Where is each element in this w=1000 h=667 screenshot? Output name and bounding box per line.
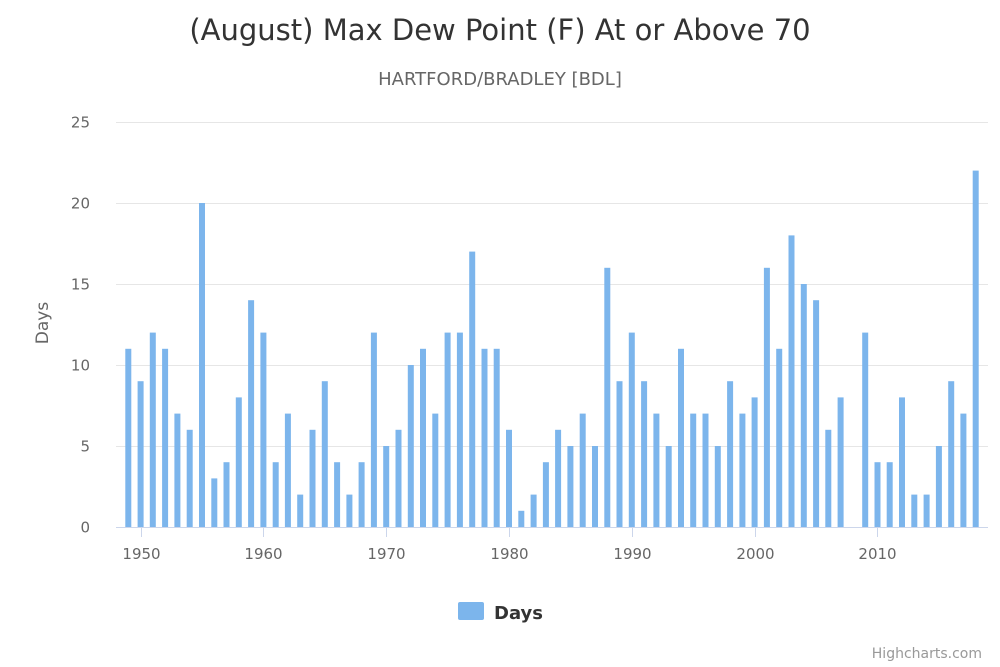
bar-1951[interactable]	[149, 332, 156, 527]
y-axis-ticks: 0 5 10 15 20 25	[71, 114, 90, 537]
bar-1989[interactable]	[616, 381, 623, 527]
bar-1957[interactable]	[223, 462, 230, 527]
bar-2009[interactable]	[862, 332, 869, 527]
bar-1992[interactable]	[653, 413, 660, 527]
bar-1990[interactable]	[628, 332, 635, 527]
bar-2001[interactable]	[763, 267, 770, 527]
bar-1981[interactable]	[518, 510, 525, 527]
bar-1986[interactable]	[579, 413, 586, 527]
bar-1987[interactable]	[592, 446, 598, 527]
bar-1968[interactable]	[358, 462, 365, 527]
bar-2004[interactable]	[800, 284, 807, 527]
bar-1988[interactable]	[604, 267, 611, 527]
x-tick-label: 1960	[244, 545, 282, 563]
bar-1980[interactable]	[506, 429, 512, 527]
bar-1966[interactable]	[334, 462, 341, 527]
bar-1991[interactable]	[641, 381, 648, 527]
bar-1970[interactable]	[383, 446, 390, 527]
bar-1965[interactable]	[321, 381, 328, 527]
bar-2014[interactable]	[923, 494, 930, 527]
bar-1955[interactable]	[199, 203, 205, 527]
bar-1972[interactable]	[407, 365, 414, 527]
x-tick-label: 2000	[736, 545, 774, 563]
bar-2010[interactable]	[874, 462, 881, 527]
bar-2016[interactable]	[948, 381, 955, 527]
x-tick-label: 1980	[490, 545, 528, 563]
bar-2017[interactable]	[960, 413, 967, 527]
bar-1962[interactable]	[284, 413, 291, 527]
x-axis: 1950 1960 1970 1980 1990 2000 2010	[116, 527, 988, 563]
bar-1994[interactable]	[678, 348, 684, 527]
bar-1960[interactable]	[260, 332, 267, 527]
bar-1954[interactable]	[186, 429, 193, 527]
x-tick-label: 1990	[613, 545, 651, 563]
bar-2013[interactable]	[911, 494, 918, 527]
bar-2007[interactable]	[837, 397, 844, 527]
legend-swatch[interactable]	[458, 602, 484, 620]
legend[interactable]: Days	[458, 602, 543, 624]
bar-1953[interactable]	[174, 413, 181, 527]
bar-2003[interactable]	[788, 235, 795, 527]
bars[interactable]	[125, 170, 979, 527]
chart-subtitle: HARTFORD/BRADLEY [BDL]	[378, 69, 622, 90]
bar-1973[interactable]	[420, 348, 426, 527]
bar-1961[interactable]	[272, 462, 279, 527]
y-axis-label: Days	[33, 302, 53, 345]
bar-1969[interactable]	[370, 332, 377, 527]
x-tick-label: 1970	[367, 545, 405, 563]
bar-1975[interactable]	[444, 332, 451, 527]
bar-2015[interactable]	[935, 446, 942, 527]
bar-2018[interactable]	[972, 170, 979, 527]
bar-1984[interactable]	[555, 429, 562, 527]
bar-1999[interactable]	[739, 413, 746, 527]
y-tick-label: 5	[80, 438, 90, 456]
bar-2005[interactable]	[813, 300, 820, 527]
bar-1977[interactable]	[469, 251, 476, 527]
y-tick-label: 10	[71, 357, 90, 375]
bar-2011[interactable]	[886, 462, 893, 527]
grid-lines	[116, 122, 988, 447]
bar-1964[interactable]	[309, 429, 316, 527]
bar-1963[interactable]	[297, 494, 304, 527]
bar-1996[interactable]	[702, 413, 709, 527]
bar-1952[interactable]	[162, 348, 169, 527]
bar-1956[interactable]	[211, 478, 218, 527]
bar-1978[interactable]	[481, 348, 488, 527]
chart-title: (August) Max Dew Point (F) At or Above 7…	[189, 13, 810, 47]
x-tick-label: 1950	[122, 545, 160, 563]
bar-1995[interactable]	[690, 413, 697, 527]
bar-1982[interactable]	[530, 494, 537, 527]
bar-2000[interactable]	[751, 397, 758, 527]
bar-1967[interactable]	[346, 494, 353, 527]
legend-label[interactable]: Days	[494, 603, 543, 624]
bar-1958[interactable]	[235, 397, 242, 527]
bar-1998[interactable]	[727, 381, 734, 527]
y-tick-label: 15	[71, 276, 90, 294]
bar-2006[interactable]	[825, 429, 832, 527]
bar-1979[interactable]	[493, 348, 500, 527]
bar-1971[interactable]	[395, 429, 402, 527]
bar-1976[interactable]	[456, 332, 463, 527]
bar-1997[interactable]	[714, 446, 721, 527]
y-tick-label: 25	[71, 114, 90, 132]
bar-1974[interactable]	[432, 413, 439, 527]
y-tick-label: 20	[71, 195, 90, 213]
bar-1949[interactable]	[125, 348, 132, 527]
credits[interactable]: Highcharts.com	[872, 646, 982, 662]
y-tick-label: 0	[80, 519, 90, 537]
bar-2012[interactable]	[899, 397, 905, 527]
bar-1950[interactable]	[137, 381, 144, 527]
bar-1993[interactable]	[665, 446, 672, 527]
bar-1959[interactable]	[248, 300, 255, 527]
bar-1983[interactable]	[542, 462, 549, 527]
bar-2002[interactable]	[776, 348, 783, 527]
bar-1985[interactable]	[567, 446, 574, 527]
x-tick-label: 2010	[858, 545, 896, 563]
